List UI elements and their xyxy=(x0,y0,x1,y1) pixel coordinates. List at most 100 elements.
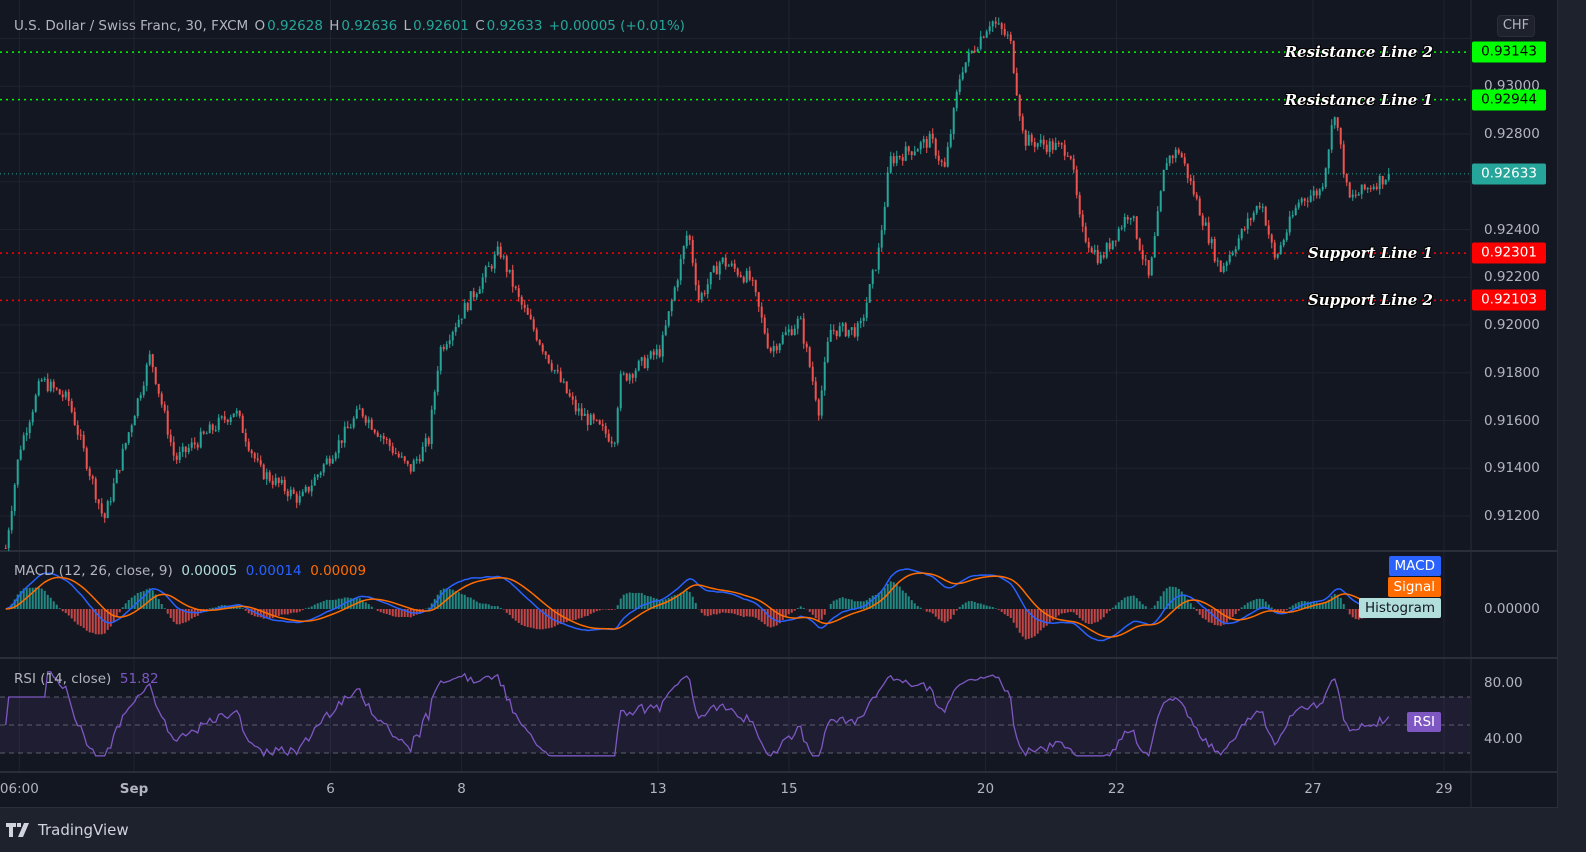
candle-body xyxy=(1231,252,1234,256)
candle-body xyxy=(334,453,337,459)
candle-body xyxy=(1216,260,1219,262)
resistance-line-2-label: Resistance Line 2 xyxy=(1284,43,1433,62)
candle-body xyxy=(1282,240,1285,246)
candle-body xyxy=(1171,155,1174,159)
candle-body xyxy=(1153,236,1156,258)
candle-body xyxy=(808,347,811,367)
candle-body xyxy=(1042,139,1045,145)
rsi-tag: RSI xyxy=(1407,712,1441,732)
candle-body xyxy=(490,265,493,269)
candle-body xyxy=(859,320,862,324)
candle-body xyxy=(601,424,604,426)
candle-body xyxy=(1000,23,1003,30)
time-tick: 15 xyxy=(780,781,798,797)
candle-body xyxy=(130,425,133,433)
price-tick: 0.92400 xyxy=(1484,221,1540,238)
candle-body xyxy=(919,142,922,150)
candle-body xyxy=(505,256,508,272)
candle-body xyxy=(67,391,70,402)
signal-line xyxy=(5,572,1389,638)
candle-body xyxy=(883,206,886,231)
tradingview-logo[interactable]: TradingView xyxy=(6,821,129,839)
candle-body xyxy=(76,425,79,435)
candle-body xyxy=(1087,241,1090,248)
candle-body xyxy=(40,379,43,382)
candle-body xyxy=(583,413,586,416)
symbol-legend: U.S. Dollar / Swiss Franc, 30, FXCM O 0.9… xyxy=(14,18,687,34)
candle-body xyxy=(922,139,925,143)
candle-body xyxy=(1090,247,1093,253)
chart-area[interactable]: U.S. Dollar / Swiss Franc, 30, FXCM O 0.9… xyxy=(0,0,1558,808)
candle-body xyxy=(1366,187,1369,190)
candle-body xyxy=(136,398,139,417)
candle-body xyxy=(589,414,592,425)
candle-body xyxy=(970,50,973,53)
candle-body xyxy=(577,408,580,412)
candle-body xyxy=(853,327,856,337)
candle-body xyxy=(547,354,550,364)
candle-body xyxy=(991,21,994,27)
candle-body xyxy=(904,146,907,161)
candle-body xyxy=(1384,179,1387,185)
candle-body xyxy=(4,547,7,549)
candle-body xyxy=(49,381,52,391)
candle-body xyxy=(1081,214,1084,227)
candle-body xyxy=(406,460,409,465)
candle-body xyxy=(19,449,22,460)
candle-body xyxy=(247,441,250,451)
candle-body xyxy=(1288,216,1291,233)
macd-line xyxy=(5,568,1389,642)
rsi-axis-tick: 80.00 xyxy=(1484,675,1523,691)
candle-body xyxy=(1333,117,1336,126)
candle-body xyxy=(772,346,775,352)
candle-body xyxy=(52,381,55,388)
candle-body xyxy=(940,160,943,162)
candle-body xyxy=(427,438,430,444)
candle-body xyxy=(187,447,190,452)
candle-body xyxy=(688,235,691,240)
candle-body xyxy=(43,378,46,380)
candle-body xyxy=(400,456,403,458)
candle-body xyxy=(667,311,670,326)
candle-body xyxy=(1309,195,1312,202)
candle-body xyxy=(730,263,733,266)
candle-body xyxy=(448,340,451,345)
candle-body xyxy=(973,50,976,52)
candle-body xyxy=(199,431,202,448)
candle-body xyxy=(670,300,673,312)
candle-body xyxy=(1063,144,1066,156)
candle-body xyxy=(985,31,988,38)
candle-body xyxy=(16,459,19,485)
candle-body xyxy=(640,357,643,361)
candle-body xyxy=(514,286,517,289)
candle-body xyxy=(811,366,814,382)
candle-body xyxy=(1240,228,1243,239)
candle-body xyxy=(1051,141,1054,150)
candle-body xyxy=(217,417,220,430)
candle-body xyxy=(1114,240,1117,242)
candle-body xyxy=(856,323,859,337)
chart-canvas[interactable] xyxy=(0,0,1558,808)
candle-body xyxy=(394,452,397,454)
candle-body xyxy=(1048,141,1051,152)
candle-body xyxy=(976,48,979,52)
candle-body xyxy=(82,434,85,449)
currency-button[interactable]: CHF xyxy=(1497,15,1535,37)
time-tick: 6 xyxy=(326,781,335,797)
candle-body xyxy=(361,408,364,417)
candle-body xyxy=(1360,184,1363,195)
candle-body xyxy=(64,391,67,398)
candle-body xyxy=(313,477,316,486)
support-line-1-price: 0.92301 xyxy=(1472,242,1546,264)
candle-body xyxy=(1021,116,1024,131)
candle-body xyxy=(253,453,256,459)
candle-body xyxy=(466,303,469,311)
candle-body xyxy=(415,459,418,461)
candle-body xyxy=(712,266,715,273)
candle-body xyxy=(121,448,124,471)
candle-body xyxy=(529,314,532,320)
candle-body xyxy=(1159,191,1162,212)
price-tick: 0.92000 xyxy=(1484,317,1540,333)
candle-body xyxy=(1186,163,1189,179)
candle-body xyxy=(79,434,82,436)
